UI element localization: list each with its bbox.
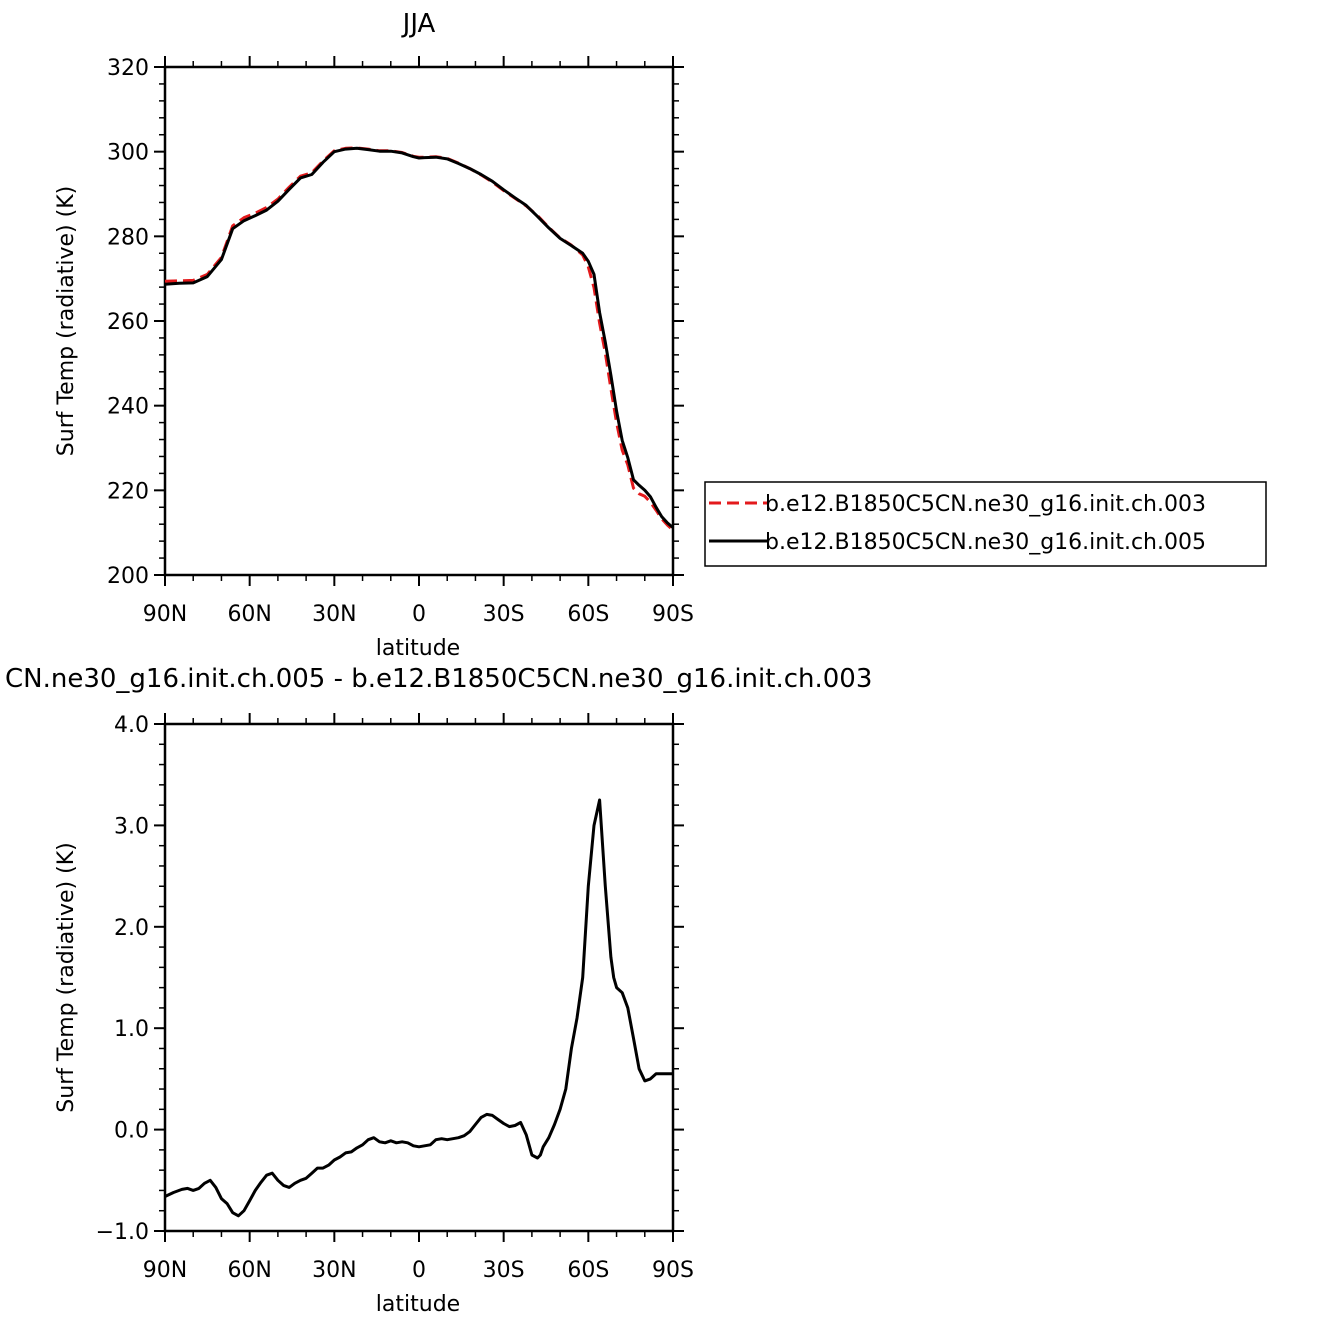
x-tick-label: 30S — [483, 1258, 525, 1283]
y-tick-label: 0.0 — [114, 1119, 149, 1144]
chart-title: CN.ne30_g16.init.ch.005 - b.e12.B1850C5C… — [5, 664, 872, 694]
y-tick-label: 240 — [107, 395, 149, 420]
x-tick-label: 0 — [412, 1258, 426, 1283]
legend-entry-1: b.e12.B1850C5CN.ne30_g16.init.ch.003 — [765, 492, 1206, 517]
x-tick-label: 90S — [652, 1258, 694, 1283]
x-tick-label: 90N — [143, 602, 187, 627]
x-tick-label: 30N — [312, 1258, 356, 1283]
y-tick-label: 280 — [107, 225, 149, 250]
legend-entry-2: b.e12.B1850C5CN.ne30_g16.init.ch.005 — [765, 530, 1206, 555]
y-tick-label: 1.0 — [114, 1017, 149, 1042]
plot-frame — [163, 65, 675, 577]
legend-box — [704, 481, 1267, 567]
y-tick-label: 4.0 — [114, 713, 149, 738]
y-tick-label: 3.0 — [114, 814, 149, 839]
x-tick-label: 30N — [312, 602, 356, 627]
chart-title: JJA — [401, 9, 436, 39]
series-line-2 — [164, 146, 674, 529]
y-tick-label: 200 — [107, 564, 149, 589]
x-tick-label: 60S — [567, 1258, 609, 1283]
chart-bottom: CN.ne30_g16.init.ch.005 - b.e12.B1850C5C… — [5, 664, 872, 1317]
y-tick-label: 320 — [107, 56, 149, 81]
x-tick-label: 90N — [143, 1258, 187, 1283]
y-tick-label: 300 — [107, 141, 149, 166]
y-tick-label: −1.0 — [96, 1220, 149, 1245]
series-line-1 — [164, 146, 675, 532]
y-tick-label: 260 — [107, 310, 149, 335]
x-tick-label: 30S — [483, 602, 525, 627]
x-tick-label: 0 — [412, 602, 426, 627]
x-tick-label: 60N — [227, 602, 271, 627]
y-axis-label: Surf Temp (radiative) (K) — [54, 186, 79, 456]
y-axis-label: Surf Temp (radiative) (K) — [54, 842, 79, 1112]
plot-frame — [163, 722, 675, 1233]
x-axis-label: latitude — [376, 636, 460, 661]
y-tick-label: 220 — [107, 479, 149, 504]
x-tick-label: 60N — [227, 1258, 271, 1283]
chart-top: JJA 90N 60N 30N 0 30S 60S 90S 200 220 240 260 280 300… — [54, 9, 1267, 661]
y-tick-label: 2.0 — [114, 916, 149, 941]
x-tick-label: 60S — [567, 602, 609, 627]
series-line-1 — [164, 798, 673, 1218]
x-axis-label: latitude — [376, 1292, 460, 1317]
x-tick-label: 90S — [652, 602, 694, 627]
